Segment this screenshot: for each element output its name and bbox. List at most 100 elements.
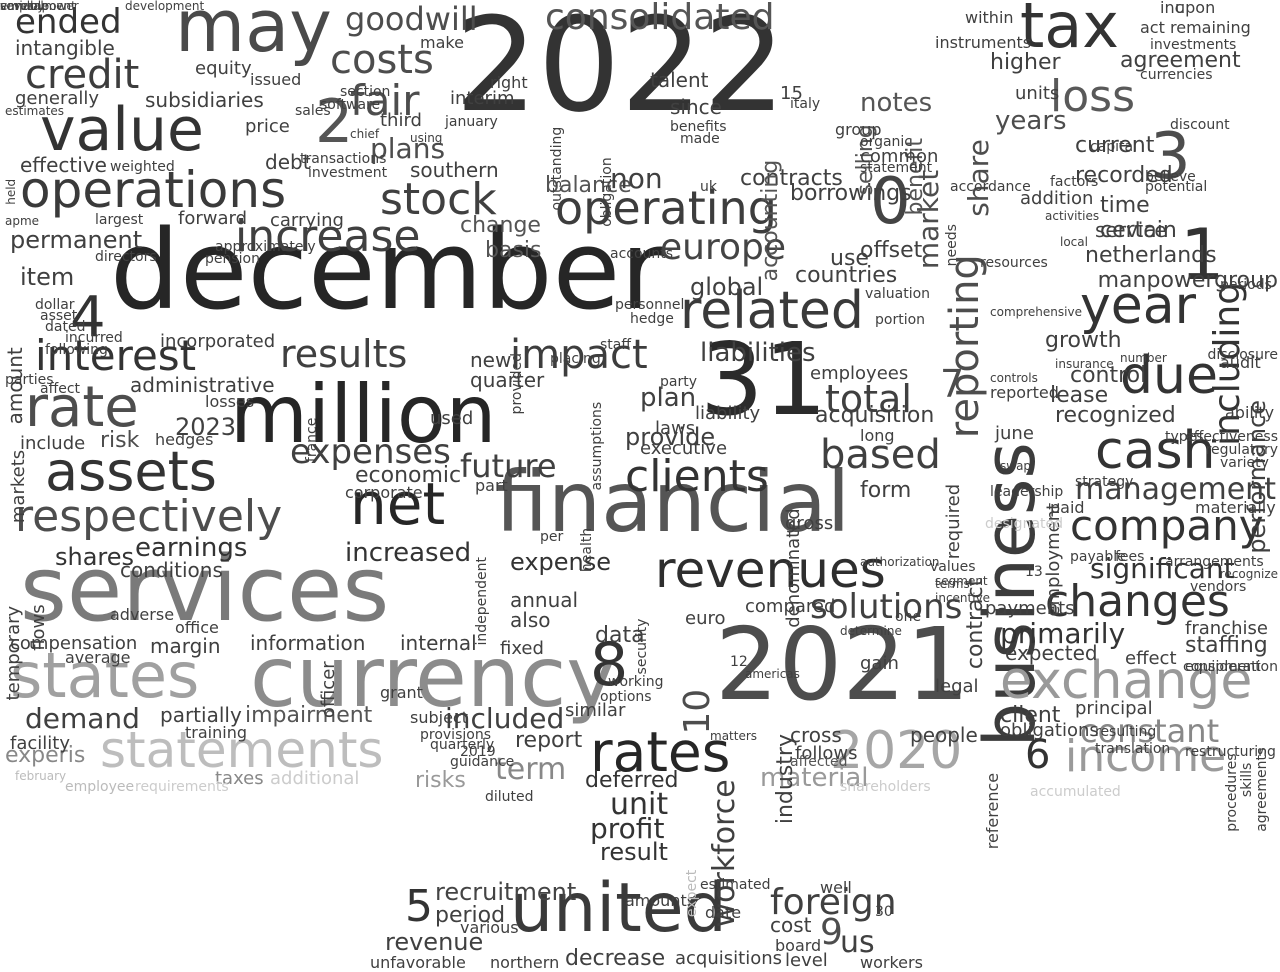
word: contracts <box>740 166 843 191</box>
word: terms <box>935 577 970 591</box>
word: dated <box>45 319 86 335</box>
word: payments <box>985 598 1075 619</box>
word: countries <box>795 263 898 288</box>
word: resulting <box>1095 724 1157 740</box>
word: office <box>175 618 219 637</box>
word: accordance <box>950 179 1031 195</box>
word: time <box>1100 193 1150 218</box>
word: exchange <box>1000 651 1253 711</box>
word: italy <box>790 96 821 112</box>
word: services <box>20 537 390 642</box>
word: executive <box>640 438 728 459</box>
word: report <box>515 728 583 753</box>
word: party <box>660 374 697 390</box>
word: employee <box>65 779 135 795</box>
word: affect <box>40 381 81 397</box>
word: board <box>775 936 822 955</box>
word: insurance <box>1055 357 1114 371</box>
word: uk <box>700 179 717 195</box>
word: potential <box>1145 179 1208 195</box>
word: investments <box>1150 37 1237 53</box>
word: arrangements <box>1165 554 1264 570</box>
word: officer <box>318 661 339 719</box>
word: may <box>175 0 332 68</box>
word: markets <box>8 449 29 524</box>
word: taxes <box>215 768 264 789</box>
word: procedures <box>1224 753 1240 832</box>
word: various <box>460 918 519 937</box>
word: facility <box>10 733 70 754</box>
word: forward <box>178 208 248 229</box>
word: material <box>760 763 869 793</box>
word: 7 <box>940 362 965 406</box>
word: company <box>1070 501 1264 550</box>
word: disclosure <box>1207 347 1278 363</box>
word: currencies <box>1140 67 1213 83</box>
word: one <box>895 609 922 625</box>
word: loss <box>1050 71 1135 122</box>
word: expected <box>1005 641 1098 665</box>
word: goodwill <box>345 0 478 38</box>
word: long <box>860 426 895 445</box>
word: following <box>45 342 108 358</box>
word: level <box>785 950 828 971</box>
word: vendors <box>1190 579 1247 595</box>
word: value <box>40 95 204 165</box>
word: 1 <box>1180 214 1225 296</box>
word: tax <box>1020 0 1119 62</box>
word: agreement <box>1120 48 1241 73</box>
word: ability <box>1225 403 1275 422</box>
word: gross <box>785 513 834 534</box>
word: training <box>185 723 247 742</box>
word: 13 <box>1025 564 1043 580</box>
word: lease <box>1050 383 1109 408</box>
word: recognized <box>1055 403 1176 428</box>
word: swap <box>1000 459 1032 473</box>
word: largest <box>95 212 144 228</box>
word: operating <box>555 181 777 235</box>
word: laws <box>655 418 696 439</box>
word: effectiveness <box>1185 429 1278 445</box>
word: unit <box>610 787 669 822</box>
word: consideration <box>1183 659 1278 675</box>
word: june <box>995 423 1034 444</box>
word: needs <box>944 224 960 267</box>
word: rate <box>25 375 139 440</box>
word: related <box>680 281 864 341</box>
word: software <box>320 97 381 113</box>
word: operations <box>20 161 287 219</box>
word: similar <box>565 700 626 721</box>
word: subject <box>410 708 468 727</box>
word: weighted <box>110 159 175 175</box>
word: benefits <box>670 119 727 135</box>
word: right <box>490 73 528 92</box>
word: act <box>1140 18 1165 37</box>
word: obligations <box>1000 720 1099 741</box>
word: 0 <box>870 165 911 239</box>
word: estimates <box>5 104 65 118</box>
word: risks <box>415 768 466 793</box>
word: control <box>1070 363 1147 388</box>
word: changes <box>1045 576 1230 627</box>
word: 12 <box>730 654 748 670</box>
word: denominated <box>783 508 804 628</box>
word: recorded <box>1075 163 1173 188</box>
word: materially <box>1195 498 1276 517</box>
word: well <box>820 878 852 897</box>
word: france <box>304 417 320 463</box>
word: asset <box>40 308 78 324</box>
word: economic <box>355 463 462 488</box>
word: incentive <box>935 591 991 605</box>
word: reporting <box>942 254 988 439</box>
word: impairment <box>245 703 373 728</box>
word: credit <box>25 52 140 98</box>
word: term <box>495 752 567 787</box>
word: grant <box>380 683 423 702</box>
word: acquisition <box>815 403 935 428</box>
word: assets <box>45 440 217 503</box>
word: manpowergroup <box>1097 268 1278 293</box>
word: strategy <box>1075 474 1134 490</box>
word: item <box>20 263 75 291</box>
word: within <box>965 8 1014 27</box>
word: valuation <box>865 286 931 302</box>
